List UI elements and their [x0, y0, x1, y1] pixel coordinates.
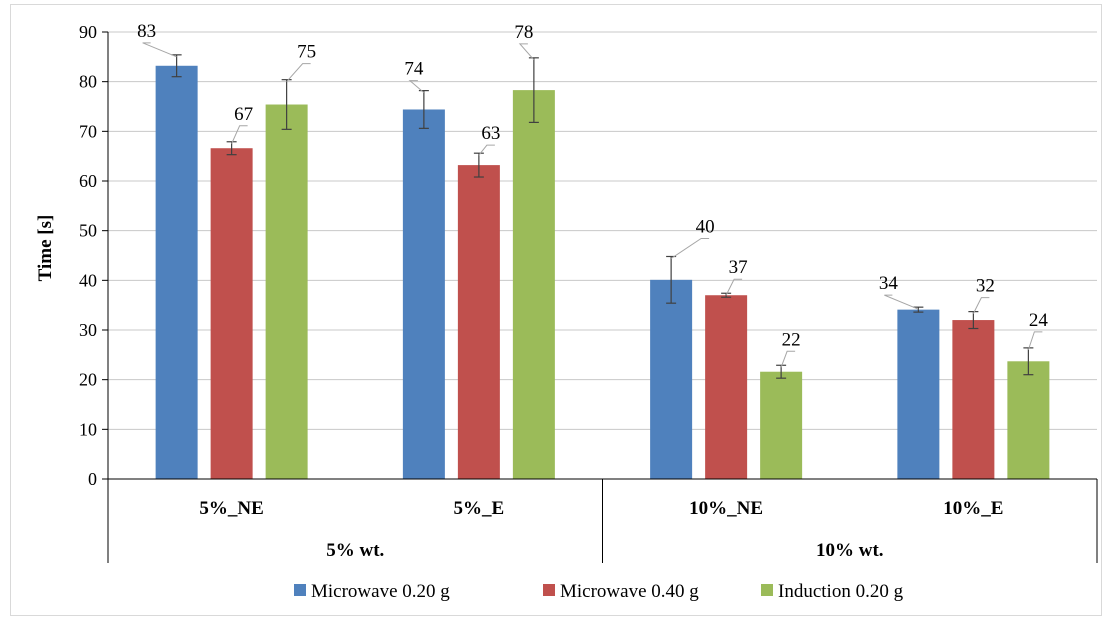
- legend-label: Microwave 0.20 g: [311, 581, 450, 602]
- data-label: 22: [782, 329, 801, 350]
- legend-label: Induction 0.20 g: [778, 581, 904, 602]
- data-label-leader: [725, 278, 743, 296]
- legend-swatch: [543, 584, 555, 596]
- bar: [760, 371, 803, 479]
- data-label: 78: [514, 22, 533, 43]
- y-tick-label: 40: [79, 270, 97, 290]
- legend-item: Induction 0.20 g: [761, 581, 904, 602]
- legend-swatch: [761, 584, 773, 596]
- bar: [1007, 361, 1050, 479]
- data-label-leader: [478, 144, 495, 156]
- legend-item: Microwave 0.20 g: [294, 581, 450, 602]
- data-label: 32: [976, 276, 995, 297]
- y-axis-title: Time [s]: [35, 215, 56, 282]
- data-label: 67: [234, 104, 253, 125]
- y-axis-ticks: 0 10 20 30 40 50 60 70 80 90: [79, 22, 108, 489]
- bar-chart: 0 10 20 30 40 50 60 70 80 90 83 74 40 34 67 63 37 32 75 78…: [35, 21, 1098, 602]
- category-label: 5%_E: [454, 498, 505, 519]
- y-tick-label: 20: [79, 370, 97, 390]
- bar: [457, 165, 500, 479]
- bar: [897, 309, 940, 479]
- data-label: 83: [137, 21, 156, 42]
- data-label: 75: [297, 42, 316, 63]
- data-label-leader: [231, 125, 248, 144]
- data-label: 37: [729, 257, 748, 278]
- bar: [402, 109, 445, 479]
- axes: [107, 32, 1098, 563]
- data-label-leader: [518, 43, 535, 61]
- bar: [705, 295, 748, 479]
- data-label-leader: [408, 80, 425, 93]
- y-tick-label: 90: [79, 22, 97, 42]
- bar: [512, 90, 555, 480]
- legend-item: Microwave 0.40 g: [543, 581, 699, 602]
- gridlines: [108, 31, 1097, 430]
- y-tick-label: 70: [79, 121, 97, 141]
- data-labels: 83 74 40 34 67 63 37 32 75 78 22 24: [137, 21, 1049, 368]
- error-bars: [171, 54, 1034, 379]
- data-label: 40: [696, 216, 715, 237]
- data-label-leader: [972, 297, 990, 314]
- data-label: 74: [404, 59, 424, 80]
- data-label: 34: [879, 273, 899, 294]
- y-tick-label: 60: [79, 171, 97, 191]
- legend-label: Microwave 0.40 g: [560, 581, 699, 602]
- bar: [952, 320, 995, 479]
- data-label-leader: [884, 294, 919, 310]
- bar: [265, 104, 308, 479]
- legend-swatch: [294, 584, 306, 596]
- y-tick-label: 0: [88, 469, 97, 489]
- y-tick-label: 30: [79, 320, 97, 340]
- bar: [210, 148, 253, 479]
- category-label: 10%_E: [943, 498, 1003, 519]
- data-label: 24: [1029, 310, 1049, 331]
- data-label-leader: [142, 42, 177, 58]
- category-label: 10%_NE: [689, 498, 763, 519]
- y-tick-label: 50: [79, 221, 97, 241]
- y-tick-label: 10: [79, 419, 97, 439]
- bar: [155, 65, 198, 480]
- group-label: 10% wt.: [816, 540, 884, 561]
- legend: Microwave 0.20 g Microwave 0.40 g Inductio…: [294, 581, 904, 602]
- group-label: 5% wt.: [326, 540, 384, 561]
- category-labels: 5%_NE 5%_E 10%_NE 10%_E 5% wt. 10% wt.: [199, 498, 1003, 561]
- category-label: 5%_NE: [199, 498, 263, 519]
- y-tick-label: 80: [79, 72, 97, 92]
- data-label-leader: [780, 350, 796, 368]
- data-label: 63: [481, 123, 500, 144]
- bar: [650, 279, 693, 479]
- data-label-leader: [286, 63, 311, 83]
- data-label-leader: [670, 237, 710, 259]
- chart-frame: 0 10 20 30 40 50 60 70 80 90 83 74 40 34 67 63 37 32 75 78…: [10, 4, 1102, 616]
- bars: [155, 65, 1050, 480]
- data-label-leader: [1027, 331, 1043, 351]
